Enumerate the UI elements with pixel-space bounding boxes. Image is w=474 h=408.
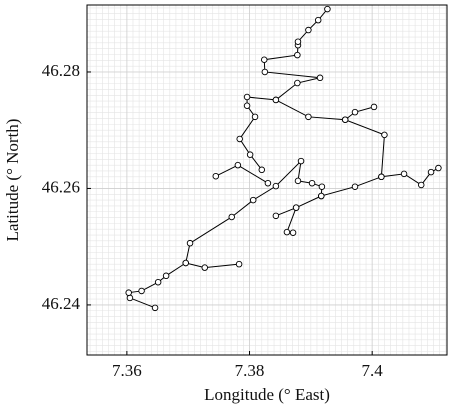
x-axis-label: Longitude (° East): [204, 385, 330, 404]
point-marker: [427, 168, 435, 176]
point-marker: [435, 164, 442, 172]
point-marker: [289, 229, 297, 236]
point-marker: [272, 96, 280, 104]
point-marker: [264, 179, 272, 187]
point-marker: [138, 287, 145, 295]
point-marker: [294, 177, 302, 185]
point-marker: [314, 16, 322, 24]
point-marker: [228, 213, 235, 221]
point-marker: [186, 239, 194, 247]
point-marker: [294, 51, 301, 59]
point-marker: [316, 74, 324, 82]
plot-frame: [86, 4, 448, 356]
x-tick-label: 7.4: [362, 361, 384, 380]
point-marker: [318, 192, 325, 200]
point-marker: [272, 212, 280, 220]
point-marker: [151, 304, 159, 312]
point-marker: [246, 151, 254, 158]
trajectory-line: [128, 8, 439, 309]
point-marker: [294, 38, 302, 45]
grid: [87, 5, 447, 355]
point-marker: [162, 272, 170, 280]
point-marker: [236, 135, 243, 143]
point-marker: [305, 26, 312, 34]
point-marker: [235, 260, 243, 268]
point-marker: [378, 173, 385, 181]
point-marker: [234, 161, 242, 169]
point-marker: [341, 116, 349, 123]
point-marker: [381, 131, 388, 139]
point-marker: [370, 103, 378, 111]
point-marker: [400, 170, 408, 178]
point-marker: [243, 93, 251, 101]
point-marker: [272, 182, 280, 190]
point-marker: [243, 102, 251, 109]
point-marker: [318, 183, 326, 190]
y-tick-label: 46.28: [42, 61, 80, 80]
x-tick-label: 7.38: [235, 361, 265, 380]
point-marker: [126, 294, 134, 302]
point-marker: [154, 278, 162, 286]
y-axis-label: Latitude (° North): [3, 119, 22, 242]
point-marker: [308, 179, 316, 187]
point-marker: [297, 157, 305, 165]
plot: [125, 5, 442, 312]
point-marker: [324, 5, 331, 13]
point-marker: [125, 289, 132, 296]
point-marker: [305, 113, 312, 121]
point-marker: [283, 228, 291, 236]
point-marker: [417, 181, 425, 189]
x-tick-label: 7.36: [112, 361, 142, 380]
y-tick-label: 46.26: [42, 177, 80, 196]
point-marker: [201, 264, 209, 271]
point-marker: [249, 196, 257, 204]
point-marker: [292, 204, 300, 211]
point-marker: [261, 68, 269, 76]
point-marker: [351, 108, 359, 116]
point-marker: [251, 113, 259, 121]
y-tick-label: 46.24: [42, 294, 81, 313]
point-marker: [294, 79, 301, 87]
point-marker: [258, 166, 266, 174]
point-marker: [260, 56, 268, 63]
point-marker: [351, 183, 359, 190]
point-marker: [182, 259, 189, 267]
point-marker: [212, 172, 220, 180]
